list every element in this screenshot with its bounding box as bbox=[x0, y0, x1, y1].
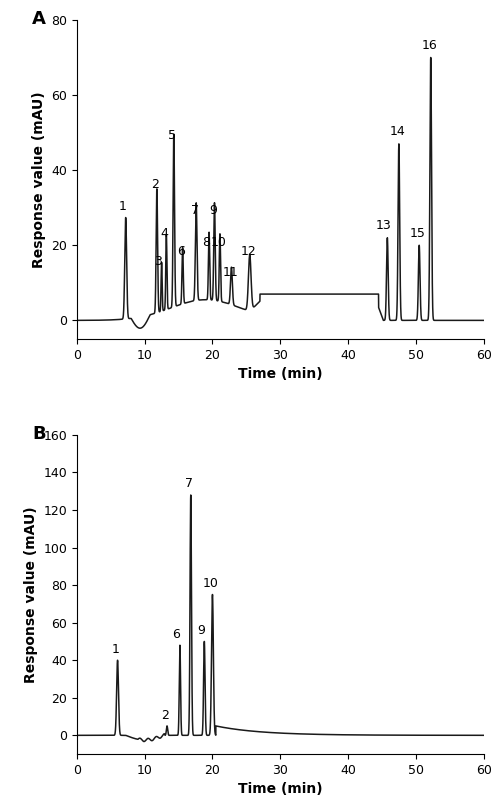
Text: 7: 7 bbox=[191, 204, 199, 217]
Text: 9: 9 bbox=[209, 204, 217, 217]
Text: 4: 4 bbox=[160, 227, 168, 239]
Text: 6: 6 bbox=[178, 246, 185, 259]
Text: 14: 14 bbox=[390, 125, 405, 138]
Text: 1: 1 bbox=[112, 642, 120, 655]
X-axis label: Time (min): Time (min) bbox=[238, 367, 322, 381]
Text: 9: 9 bbox=[197, 624, 205, 637]
Text: 10: 10 bbox=[203, 577, 219, 590]
Text: 3: 3 bbox=[154, 255, 162, 268]
Y-axis label: Response value (mAU): Response value (mAU) bbox=[32, 91, 46, 268]
Text: 6: 6 bbox=[173, 627, 181, 641]
Text: A: A bbox=[32, 10, 46, 29]
Text: 2: 2 bbox=[151, 178, 159, 191]
Text: 16: 16 bbox=[422, 39, 437, 52]
Y-axis label: Response value (mAU): Response value (mAU) bbox=[24, 506, 38, 683]
Text: 13: 13 bbox=[376, 219, 392, 232]
X-axis label: Time (min): Time (min) bbox=[238, 782, 322, 796]
Text: 7: 7 bbox=[186, 477, 193, 490]
Text: 2: 2 bbox=[161, 709, 169, 722]
Text: 10: 10 bbox=[211, 236, 227, 249]
Text: B: B bbox=[32, 425, 46, 444]
Text: 11: 11 bbox=[222, 266, 238, 279]
Text: 5: 5 bbox=[169, 129, 177, 142]
Text: 12: 12 bbox=[241, 246, 256, 259]
Text: 15: 15 bbox=[410, 227, 426, 239]
Text: 1: 1 bbox=[119, 200, 127, 213]
Text: 8: 8 bbox=[202, 236, 210, 249]
